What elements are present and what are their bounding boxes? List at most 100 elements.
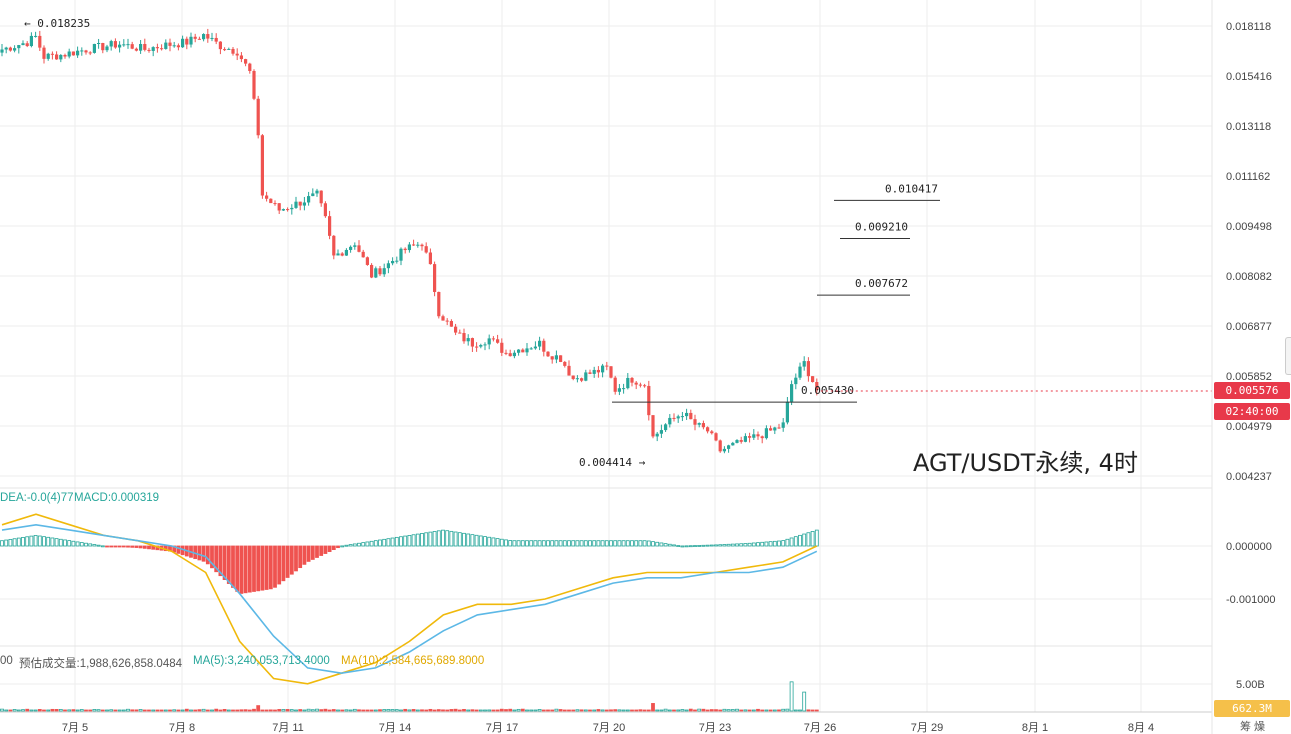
candle-body (172, 45, 176, 47)
candle-body (151, 47, 155, 51)
macd-histogram-bar (252, 545, 256, 592)
volume-bar (319, 709, 324, 712)
macd-histogram-bar (67, 540, 72, 547)
volume-bar (79, 709, 84, 712)
macd-histogram-bar (722, 544, 727, 547)
candle-body (714, 433, 718, 441)
countdown-tag: 02:40:00 (1214, 403, 1290, 420)
volume-bar (558, 709, 563, 712)
volume-bar (176, 709, 181, 712)
volume-bar (613, 709, 618, 712)
candle-body (664, 424, 668, 431)
candle-body (412, 244, 416, 246)
candle-body (659, 430, 663, 434)
candle-body (374, 268, 378, 278)
volume-bar (273, 709, 277, 712)
candle-body (46, 53, 50, 59)
macd-histogram-bar (138, 545, 143, 549)
macd-histogram-bar (684, 545, 689, 548)
chart-title: AGT/USDT永续, 4时 (913, 449, 1138, 477)
candle-body (634, 382, 638, 385)
candle-body (323, 203, 327, 217)
volume-bar (504, 709, 508, 712)
macd-histogram-bar (516, 540, 521, 547)
volume-bar (630, 709, 634, 712)
volume-bar (600, 709, 605, 712)
scroll-handle[interactable] (1285, 337, 1291, 375)
macd-histogram-bar (651, 541, 655, 547)
volume-bar (8, 709, 13, 712)
candle-body (685, 412, 689, 417)
candle-body (50, 53, 54, 55)
candle-body (529, 348, 533, 350)
candle-body (386, 263, 390, 269)
price-level-label: 0.007672 (855, 277, 908, 290)
volume-bar (420, 709, 424, 712)
macd-histogram-bar (424, 532, 429, 547)
macd-histogram-bar (735, 543, 739, 547)
macd-histogram-bar (579, 540, 584, 547)
candle-body (764, 428, 768, 439)
volume-bar (147, 709, 151, 712)
candle-body (302, 202, 306, 206)
candle-body (462, 333, 466, 342)
time-tick-label: 7月 14 (379, 722, 411, 734)
candle-body (147, 49, 151, 51)
candle-body (538, 340, 542, 347)
candle-body (126, 44, 130, 46)
volume-bar (701, 708, 706, 712)
candle-body (479, 345, 483, 347)
volume-bar (386, 709, 391, 712)
macd-histogram-bar (373, 540, 378, 547)
volume-bar (709, 709, 714, 712)
candle-body (29, 35, 33, 47)
volume-bar (642, 709, 647, 712)
volume-bar (340, 709, 345, 712)
macd-histogram-bar (415, 533, 420, 547)
macd-histogram-bar (596, 540, 601, 547)
macd-histogram-bar (327, 545, 332, 552)
macd-histogram-bar (680, 545, 685, 548)
macd-histogram-bar (491, 537, 496, 547)
candle-body (647, 385, 651, 416)
candle-body (441, 316, 445, 321)
macd-histogram-bar (121, 545, 126, 548)
macd-histogram-bar (319, 545, 324, 556)
macd-histogram-bar (667, 543, 672, 547)
volume-bar (588, 709, 592, 712)
macd-histogram-bar (709, 544, 714, 547)
candle-body (617, 388, 621, 392)
macd-histogram-bar (512, 540, 517, 547)
macd-histogram-bar (470, 534, 475, 547)
volume-bar (264, 709, 269, 712)
macd-histogram-bar (802, 533, 807, 547)
volume-bar (789, 681, 794, 712)
volume-bar (37, 709, 42, 712)
macd-histogram-bar (33, 535, 38, 547)
volume-bar (210, 709, 214, 712)
macd-histogram-bar (730, 543, 735, 547)
macd-histogram-bar (588, 540, 592, 547)
candle-body (504, 352, 508, 354)
volume-bar (567, 709, 571, 712)
macd-histogram-bar (630, 540, 634, 547)
candle-body (794, 377, 798, 385)
candle-body (743, 436, 747, 442)
volume-bar (151, 709, 156, 712)
candle-body (311, 193, 315, 197)
candle-body (256, 98, 260, 136)
candle-body (260, 135, 264, 196)
candle-body (407, 244, 411, 251)
candle-body (0, 49, 4, 53)
volume-bar (113, 709, 118, 712)
macd-histogram-bar (210, 545, 214, 569)
volume-bar (403, 708, 408, 712)
volume-bar (327, 709, 332, 712)
volume-bar (142, 709, 147, 712)
macd-histogram-bar (697, 545, 702, 547)
macd-histogram-bar (394, 536, 399, 547)
candle-body (319, 190, 323, 204)
volume-bar (705, 709, 710, 712)
macd-histogram-bar (8, 538, 13, 547)
